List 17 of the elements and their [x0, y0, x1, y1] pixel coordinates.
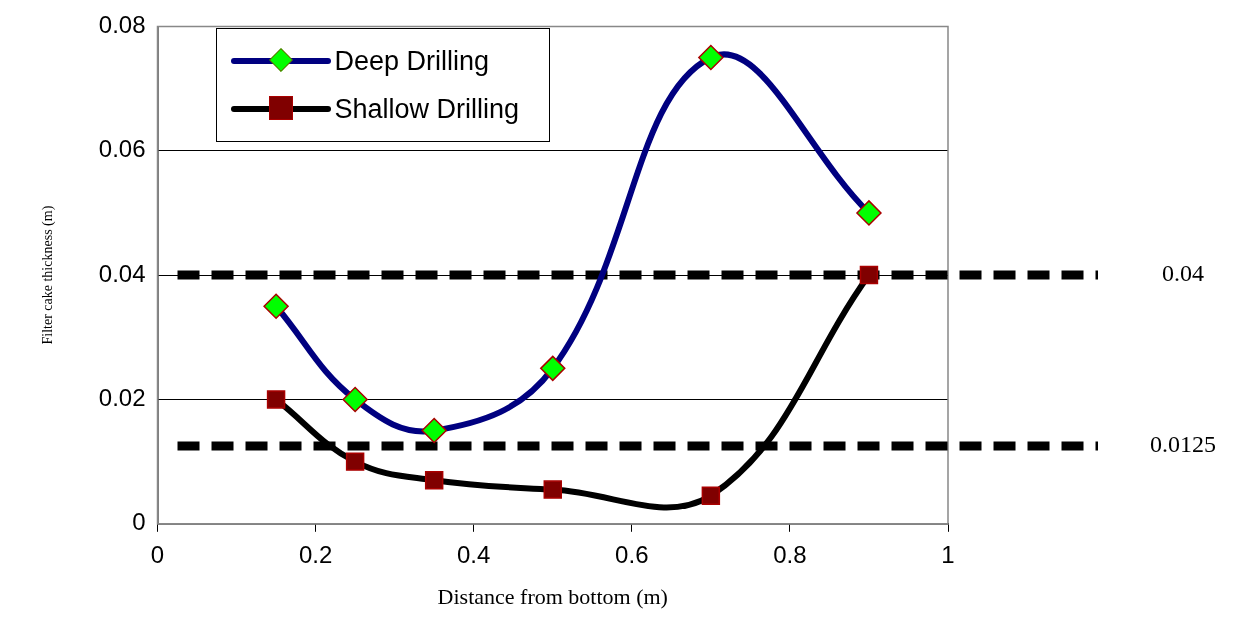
y-tick-label: 0.02 [98, 384, 146, 412]
x-tick-label: 0.8 [773, 540, 807, 568]
x-axis-title: Distance from bottom (m) [437, 583, 668, 609]
y-tick-label: 0.04 [98, 259, 146, 287]
x-tick-label: 1 [941, 540, 955, 568]
y-axis-title: Filter cake thickness (m) [40, 205, 57, 345]
ref-line-label: 0.04 [1162, 260, 1204, 287]
x-tick-label: 0 [150, 540, 165, 568]
y-tick-label: 0.08 [98, 11, 146, 39]
x-tick-label: 0.2 [298, 540, 333, 568]
x-tick-label: 0.6 [615, 540, 649, 568]
y-tick-label: 0 [132, 508, 146, 536]
legend-label: Shallow Drilling [334, 93, 520, 125]
y-tick-label: 0.06 [98, 135, 146, 163]
legend-label: Deep Drilling [334, 45, 490, 77]
ref-line-label: 0.0125 [1150, 431, 1216, 458]
x-tick-label: 0.4 [457, 540, 491, 568]
